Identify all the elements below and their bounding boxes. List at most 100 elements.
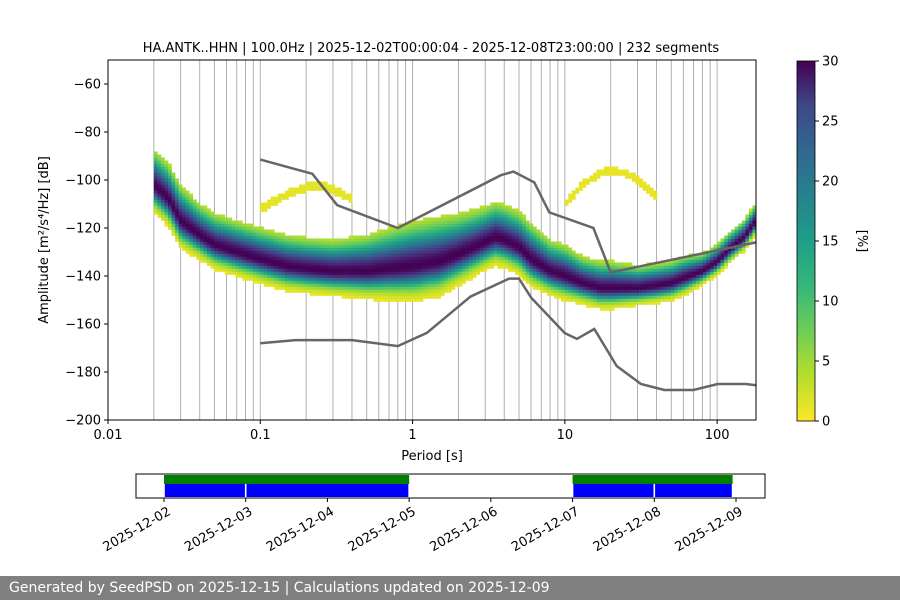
heatmap-cell	[642, 274, 647, 278]
heatmap-cell	[348, 295, 353, 299]
heatmap-cell	[525, 244, 530, 248]
heatmap-cell	[277, 277, 282, 281]
heatmap-cell	[433, 223, 438, 227]
heatmap-cell	[164, 205, 169, 209]
heatmap-cell	[199, 256, 204, 260]
heatmap-cell	[486, 232, 491, 236]
heatmap-cell	[178, 205, 183, 209]
heatmap-cell	[727, 259, 732, 263]
heatmap-cell	[639, 184, 643, 188]
heatmap-cell	[603, 265, 608, 269]
heatmap-cell	[451, 280, 456, 284]
heatmap-cell	[564, 247, 569, 251]
heatmap-cell	[341, 286, 346, 290]
heatmap-cell	[178, 238, 183, 242]
heatmap-cell	[309, 268, 314, 272]
heatmap-cell	[454, 283, 459, 287]
heatmap-cell	[490, 223, 495, 227]
heatmap-cell	[415, 235, 420, 239]
heatmap-cell	[709, 268, 714, 272]
nlnm-curve	[260, 277, 757, 392]
heatmap-cell	[277, 247, 282, 251]
heatmap-cell	[681, 265, 686, 269]
heatmap-cell	[405, 283, 410, 287]
heatmap-cell	[185, 238, 190, 242]
heatmap-cell	[419, 280, 424, 284]
heatmap-cell	[582, 181, 587, 185]
heatmap-cell	[391, 253, 396, 257]
heatmap-cell	[610, 265, 615, 269]
heatmap-cell	[245, 277, 250, 281]
heatmap-cell	[352, 265, 357, 269]
heatmap-cell	[458, 214, 463, 218]
heatmap-cell	[327, 247, 332, 251]
heatmap-cell	[366, 292, 371, 296]
heatmap-cell	[291, 247, 296, 251]
heatmap-cell	[362, 292, 367, 296]
heatmap-cell	[462, 229, 466, 233]
heatmap-cell	[323, 265, 328, 269]
heatmap-cell	[745, 232, 750, 236]
heatmap-cell	[493, 235, 498, 239]
heatmap-cell	[539, 247, 544, 251]
heatmap-cell	[182, 199, 187, 203]
heatmap-cell	[224, 226, 229, 230]
heatmap-cell	[440, 241, 445, 245]
heatmap-cell	[568, 283, 573, 287]
heatmap-cell	[596, 292, 601, 296]
heatmap-cell	[384, 280, 388, 284]
heatmap-cell	[327, 241, 332, 245]
heatmap-cell	[168, 187, 172, 191]
heatmap-cell	[309, 262, 314, 266]
heatmap-cell	[182, 244, 187, 248]
heatmap-cell	[224, 241, 229, 245]
heatmap-cell	[642, 292, 647, 296]
heatmap-cell	[408, 247, 413, 251]
heatmap-cell	[352, 289, 357, 293]
heatmap-cell	[713, 262, 718, 266]
heatmap-cell	[274, 196, 279, 200]
heatmap-cell	[649, 298, 654, 302]
heatmap-cell	[529, 226, 534, 230]
heatmap-cell	[330, 271, 335, 275]
heatmap-cell	[731, 250, 736, 254]
heatmap-cell	[323, 286, 328, 290]
heatmap-cell	[454, 226, 459, 230]
heatmap-cell	[334, 277, 339, 281]
heatmap-cell	[635, 277, 640, 281]
heatmap-cell	[447, 286, 452, 290]
heatmap-cell	[231, 256, 236, 260]
heatmap-cell	[557, 289, 562, 293]
heatmap-cell	[589, 298, 594, 302]
heatmap-cell	[632, 274, 636, 278]
heatmap-cell	[270, 196, 275, 200]
heatmap-cell	[288, 244, 293, 248]
heatmap-cell	[376, 295, 381, 299]
heatmap-cell	[518, 256, 523, 260]
heatmap-cell	[171, 184, 176, 188]
heatmap-cell	[741, 247, 746, 251]
heatmap-cell	[408, 265, 413, 269]
heatmap-cell	[415, 256, 420, 260]
heatmap-cell	[741, 220, 746, 224]
heatmap-cell	[398, 286, 403, 290]
timeline-tick-label: 2025-12-04	[264, 504, 337, 555]
heatmap-cell	[667, 268, 672, 272]
heatmap-cell	[199, 208, 204, 212]
heatmap-cell	[667, 292, 672, 296]
heatmap-cell	[486, 262, 491, 266]
heatmap-cell	[702, 262, 707, 266]
heatmap-cell	[362, 259, 367, 263]
heatmap-cell	[405, 235, 410, 239]
heatmap-cell	[182, 229, 187, 233]
heatmap-cell	[288, 193, 293, 197]
heatmap-cell	[550, 286, 555, 290]
heatmap-cell	[660, 292, 665, 296]
heatmap-cell	[295, 235, 300, 239]
heatmap-cell	[624, 280, 629, 284]
heatmap-cell	[214, 232, 218, 236]
heatmap-cell	[504, 241, 509, 245]
heatmap-cell	[295, 277, 300, 281]
heatmap-cell	[547, 283, 551, 287]
heatmap-cell	[500, 214, 505, 218]
